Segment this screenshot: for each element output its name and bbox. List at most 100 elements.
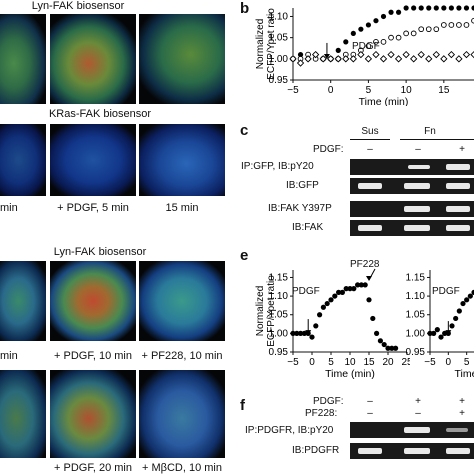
data-point bbox=[357, 50, 365, 59]
annot-e-pdgf: PDGF bbox=[292, 286, 320, 297]
label-f-pdgf: PDGF: bbox=[313, 396, 344, 407]
data-point bbox=[456, 5, 462, 11]
x-tick-label: −5 bbox=[287, 357, 299, 368]
data-point bbox=[471, 17, 474, 24]
caption-a3-1: min bbox=[0, 350, 18, 362]
panel-a-row3-title: Lyn-FAK biosensor bbox=[53, 246, 147, 258]
data-point bbox=[364, 55, 373, 63]
data-point bbox=[365, 22, 372, 28]
data-point bbox=[350, 30, 356, 37]
micrograph-a4-2 bbox=[50, 370, 136, 458]
y-tick-label: 1.10 bbox=[269, 291, 289, 302]
caption-a3-2: + PDGF, 10 min bbox=[54, 350, 132, 362]
data-point bbox=[449, 323, 455, 329]
row-c-gfp: IB:GFP bbox=[286, 180, 319, 191]
panel-b-letter: b bbox=[240, 0, 250, 17]
data-point bbox=[410, 30, 417, 37]
data-point bbox=[471, 5, 474, 11]
data-point bbox=[471, 289, 474, 295]
data-point bbox=[298, 330, 304, 336]
micrograph-a1-2 bbox=[50, 14, 136, 104]
x-tick-label: 10 bbox=[344, 357, 356, 368]
data-point bbox=[438, 334, 444, 340]
data-point bbox=[343, 39, 349, 45]
data-point bbox=[289, 55, 297, 63]
annot-e-pf228: PF228 bbox=[350, 259, 380, 270]
data-point bbox=[377, 338, 383, 344]
micrograph-a1-3 bbox=[139, 14, 225, 104]
y-tick-label: 1.05 bbox=[269, 310, 289, 321]
data-point bbox=[380, 13, 387, 20]
data-point bbox=[388, 9, 394, 15]
data-point bbox=[347, 286, 353, 292]
data-point bbox=[447, 50, 456, 59]
data-point bbox=[349, 55, 357, 63]
data-point bbox=[462, 50, 471, 59]
data-point bbox=[456, 22, 462, 28]
data-point bbox=[385, 345, 391, 351]
annotation-arrowhead bbox=[305, 330, 312, 336]
annot-e-right-pdgf: PDGF bbox=[432, 286, 460, 297]
row-c-fak-y397p: IB:FAK Y397P bbox=[268, 203, 332, 214]
data-point bbox=[304, 55, 312, 63]
x-tick-label: 5 bbox=[464, 357, 470, 368]
chart-e-right: −5 0 5 0.95 1.00 1.05 1.10 1.15 Time bbox=[406, 270, 474, 380]
data-point bbox=[355, 282, 361, 288]
data-point bbox=[319, 55, 327, 63]
x-tick-label: 0 bbox=[328, 85, 334, 96]
x-tick-label: 25 bbox=[401, 357, 410, 368]
data-point bbox=[425, 26, 432, 33]
x-tick-label: −5 bbox=[424, 357, 436, 368]
data-point bbox=[370, 315, 376, 322]
sign-f-pdgf-2: + bbox=[415, 396, 421, 407]
data-point bbox=[381, 341, 387, 348]
data-point bbox=[442, 330, 448, 336]
data-point bbox=[440, 55, 448, 63]
panel-a-row1-title: Lyn-FAK biosensor bbox=[31, 0, 125, 12]
row-f-pdgfr: IB:PDGFR bbox=[292, 445, 340, 456]
data-point bbox=[343, 286, 349, 292]
data-point bbox=[395, 9, 402, 15]
data-point bbox=[296, 59, 305, 67]
y-tick-label: 1.10 bbox=[269, 11, 289, 22]
caption-a2-1: min bbox=[0, 202, 18, 214]
data-point bbox=[327, 55, 335, 63]
data-point bbox=[320, 304, 326, 310]
data-point bbox=[309, 334, 315, 340]
data-point bbox=[433, 5, 439, 11]
data-point bbox=[427, 330, 433, 336]
data-point bbox=[453, 315, 459, 322]
row-c-ip-gfp: IP:GFP, IB:pY20 bbox=[241, 161, 314, 172]
micrograph-a1-1 bbox=[0, 14, 46, 104]
y-axis-label-line: ECFP/Ypet ratio bbox=[266, 8, 277, 80]
panel-f-letter: f bbox=[240, 397, 245, 414]
data-point bbox=[463, 5, 470, 11]
sign-c-3: + bbox=[459, 144, 465, 155]
x-axis-label: Time bbox=[455, 368, 474, 380]
row-c-fak: IB:FAK bbox=[292, 222, 324, 233]
y-axis-label: Normalized ECFP/Ypet ratio bbox=[255, 8, 277, 80]
data-point bbox=[313, 323, 319, 329]
chart-e-left: −5 0 5 10 15 20 25 0.95 1.00 1.05 1.10 1.15 Time (mi… bbox=[255, 268, 410, 380]
x-tick-label: 20 bbox=[382, 357, 394, 368]
data-point bbox=[455, 55, 463, 63]
y-tick-label: 0.95 bbox=[406, 347, 425, 358]
data-point bbox=[380, 39, 387, 45]
data-point bbox=[374, 330, 380, 336]
data-point bbox=[342, 55, 350, 63]
data-point bbox=[389, 345, 395, 351]
x-axis-label: Time (min) bbox=[325, 368, 375, 380]
sign-f-pf228-1: – bbox=[367, 408, 373, 419]
divider-fn bbox=[400, 139, 474, 140]
data-point bbox=[290, 330, 296, 336]
sign-f-pdgf-1: – bbox=[367, 396, 373, 407]
panel-c-letter: c bbox=[240, 122, 249, 139]
chart-b: −5 0 5 10 15 0.95 1.00 1.05 1.10 Time (min) Normal… bbox=[255, 5, 474, 106]
data-point bbox=[448, 22, 455, 28]
data-point bbox=[311, 50, 320, 59]
micrograph-a3-3 bbox=[139, 261, 225, 341]
data-point bbox=[358, 282, 364, 288]
y-tick-label: 1.15 bbox=[269, 272, 289, 283]
data-point bbox=[441, 5, 447, 11]
data-point bbox=[394, 55, 403, 63]
